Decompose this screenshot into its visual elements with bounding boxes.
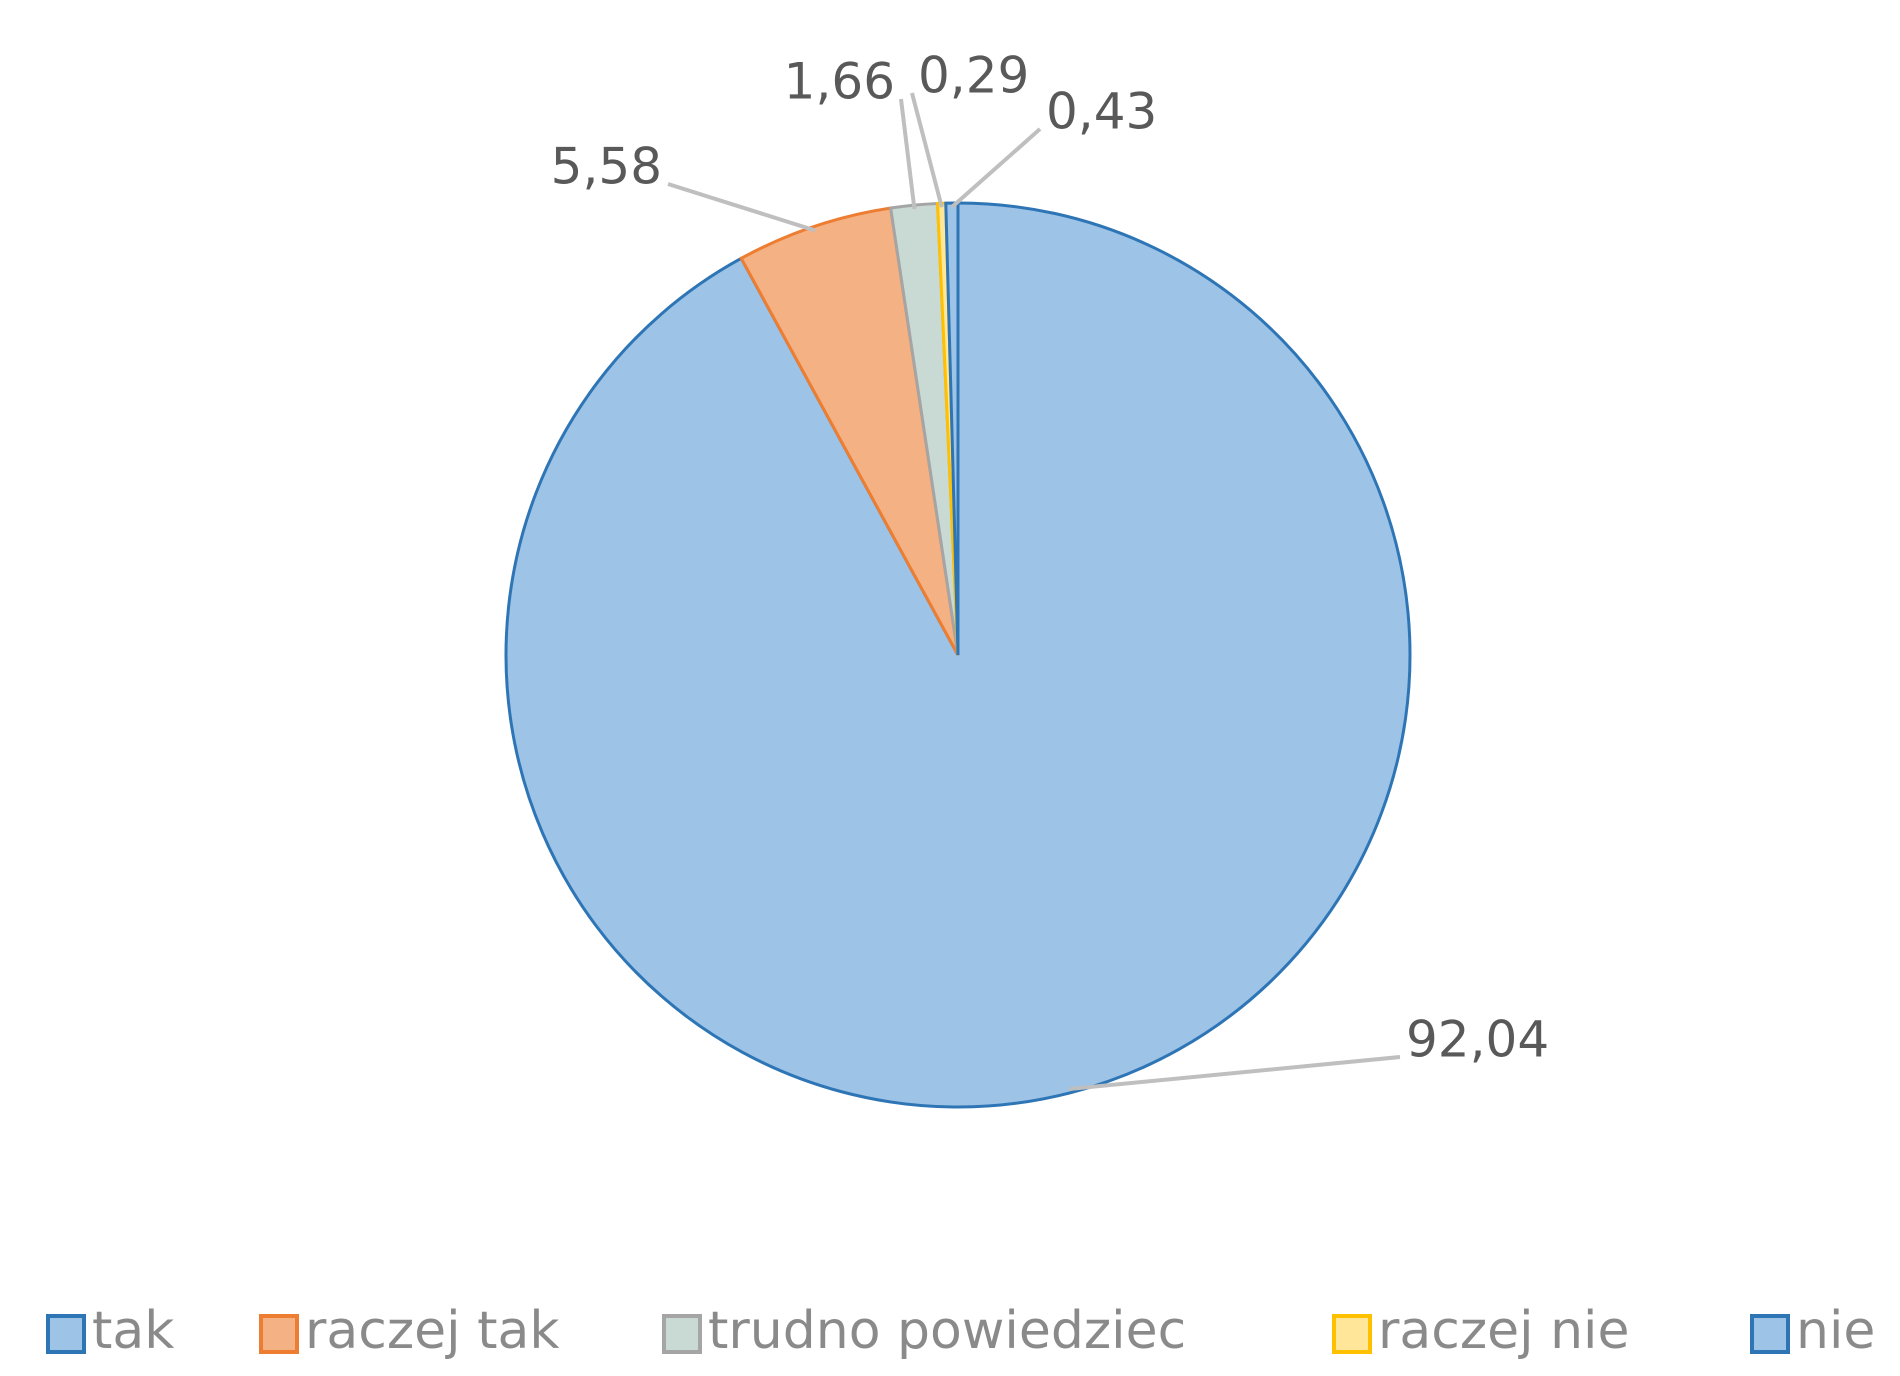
legend-label: raczej tak — [305, 1301, 559, 1361]
leader-line — [899, 98, 917, 210]
data-label: 0,43 — [1046, 83, 1157, 141]
legend-swatch — [1332, 1314, 1372, 1354]
legend-label: trudno powiedziec — [708, 1301, 1186, 1361]
legend-swatch — [662, 1314, 702, 1354]
leader-line — [910, 92, 944, 208]
data-label: 1,66 — [784, 53, 895, 111]
pie-slice — [739, 206, 960, 656]
legend-label: tak — [92, 1301, 174, 1361]
legend-swatch — [46, 1314, 86, 1354]
data-label: 5,58 — [551, 138, 662, 196]
leader-line — [1068, 1055, 1401, 1092]
legend-swatch — [259, 1314, 299, 1354]
data-label: 0,29 — [918, 47, 1029, 105]
legend-label: nie — [1796, 1301, 1875, 1361]
data-label: 92,04 — [1406, 1011, 1549, 1069]
legend-label: raczej nie — [1378, 1301, 1630, 1361]
legend-swatch — [1750, 1314, 1790, 1354]
leader-line — [950, 127, 1042, 209]
leader-line — [667, 182, 816, 233]
